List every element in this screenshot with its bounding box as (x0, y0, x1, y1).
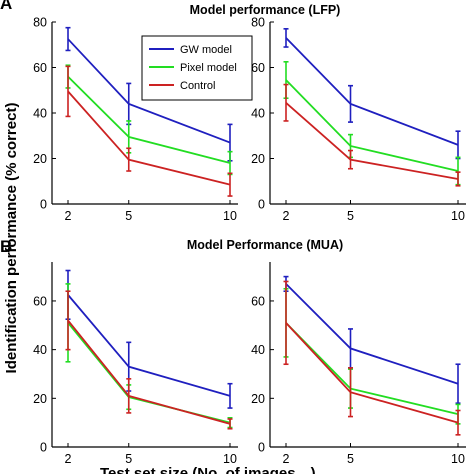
x-tick-label: 10 (451, 452, 465, 466)
series-line-pixel-model (285, 322, 459, 416)
y-tick-label: 0 (40, 198, 47, 212)
x-tick-label: 10 (223, 452, 237, 466)
x-tick-label: 10 (223, 209, 237, 223)
series-line-gw-model (285, 283, 459, 385)
legend-label: GW model (180, 44, 232, 56)
y-tick-label: 20 (251, 392, 265, 406)
x-tick-label: 2 (65, 209, 72, 223)
x-tick-label: 2 (283, 209, 290, 223)
y-tick-label: 20 (33, 392, 47, 406)
y-tick-label: 20 (251, 152, 265, 166)
y-tick-label: 40 (33, 107, 47, 121)
y-axis-label: Identification performance (% correct) (3, 103, 20, 374)
x-tick-label: 2 (283, 452, 290, 466)
series-line-gw-model (285, 37, 459, 146)
series-line-gw-model (67, 294, 231, 397)
y-tick-label: 60 (251, 61, 265, 75)
chart-panel-A-left: 0 20 40 60 80 2 5 10 (33, 16, 238, 223)
y-tick-label: 40 (251, 343, 265, 357)
x-tick-label: 10 (451, 209, 465, 223)
y-tick-label: 0 (40, 441, 47, 455)
y-tick-label: 40 (33, 343, 47, 357)
x-tick-label: 5 (347, 452, 354, 466)
legend-label: Pixel model (180, 62, 237, 74)
x-tick-label: 5 (125, 209, 132, 223)
y-tick-label: 60 (33, 294, 47, 308)
chart-panel-A-right: 0 20 40 60 80 2 5 10 (251, 16, 466, 223)
panel-letter-b: B (0, 237, 12, 256)
series-line-control (285, 102, 459, 180)
chart-panel-B-left: 0 20 40 60 2 5 10 (33, 262, 238, 466)
panel-title-b: Model Performance (MUA) (187, 238, 343, 252)
y-tick-label: 60 (33, 61, 47, 75)
x-tick-label: 2 (65, 452, 72, 466)
x-axis-label: Test set size (No. of images…) (100, 465, 316, 474)
chart-panel-B-right: 0 20 40 60 2 5 10 (251, 262, 466, 466)
panel-title-a: Model performance (LFP) (190, 3, 341, 17)
y-tick-label: 60 (251, 294, 265, 308)
y-tick-label: 40 (251, 107, 265, 121)
panel-letter-a: A (0, 0, 12, 13)
x-tick-label: 5 (125, 452, 132, 466)
y-tick-label: 0 (258, 441, 265, 455)
legend: GW model Pixel model Control (141, 35, 253, 101)
y-tick-label: 80 (33, 16, 47, 30)
legend-label: Control (180, 80, 215, 92)
y-tick-label: 80 (251, 16, 265, 30)
x-tick-label: 5 (347, 209, 354, 223)
y-tick-label: 0 (258, 198, 265, 212)
y-tick-label: 20 (33, 152, 47, 166)
series-line-control (67, 90, 231, 186)
